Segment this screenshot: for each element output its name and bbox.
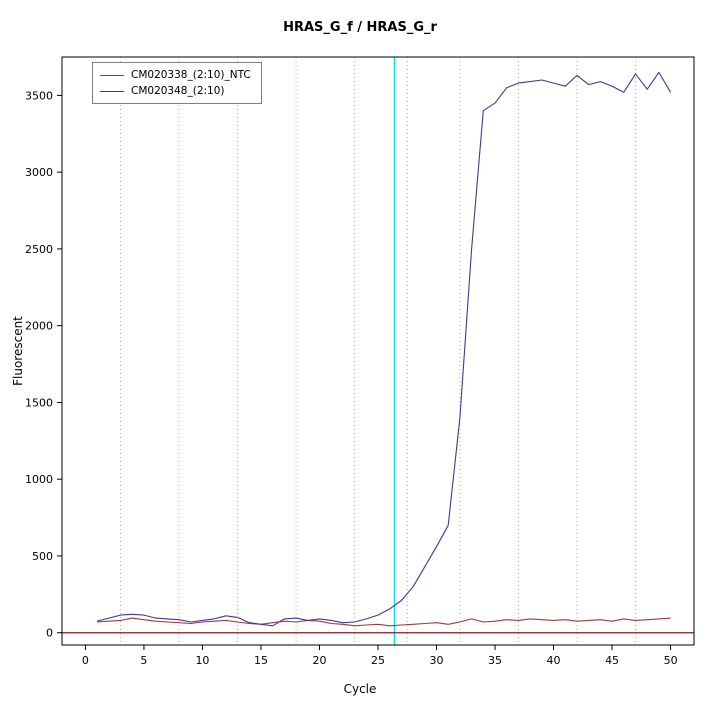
plot-border — [61, 56, 695, 646]
legend-label-ntc: CM020338_(2:10)_NTC — [131, 69, 251, 81]
svg-text:2500: 2500 — [25, 243, 53, 256]
chart-title: HRAS_G_f / HRAS_G_r — [283, 20, 437, 35]
legend-line-swatch-sample — [100, 90, 124, 92]
y-axis-label: Fluorescent — [11, 316, 25, 386]
svg-text:15: 15 — [254, 654, 268, 667]
series-line-0 — [97, 617, 671, 627]
svg-text:3000: 3000 — [25, 166, 53, 179]
svg-text:2000: 2000 — [25, 320, 53, 333]
x-axis-label: Cycle — [343, 682, 377, 696]
svg-text:25: 25 — [371, 654, 385, 667]
svg-text:1500: 1500 — [25, 396, 53, 409]
svg-text:0: 0 — [82, 654, 89, 667]
svg-text:30: 30 — [430, 654, 444, 667]
legend-line-swatch-ntc — [100, 74, 124, 76]
svg-text:500: 500 — [32, 550, 53, 563]
svg-text:20: 20 — [312, 654, 326, 667]
svg-text:0: 0 — [46, 627, 53, 640]
svg-text:10: 10 — [195, 654, 209, 667]
svg-text:40: 40 — [547, 654, 561, 667]
svg-text:50: 50 — [664, 654, 678, 667]
legend: CM020338_(2:10)_NTC CM020348_(2:10) — [92, 62, 262, 104]
legend-item-ntc: CM020338_(2:10)_NTC — [100, 67, 251, 83]
svg-text:35: 35 — [488, 654, 502, 667]
legend-item-sample: CM020348_(2:10) — [100, 83, 251, 99]
svg-text:3500: 3500 — [25, 89, 53, 102]
svg-text:5: 5 — [140, 654, 147, 667]
svg-text:45: 45 — [605, 654, 619, 667]
svg-text:1000: 1000 — [25, 473, 53, 486]
legend-label-sample: CM020348_(2:10) — [131, 85, 225, 97]
series-line-1 — [96, 71, 672, 627]
